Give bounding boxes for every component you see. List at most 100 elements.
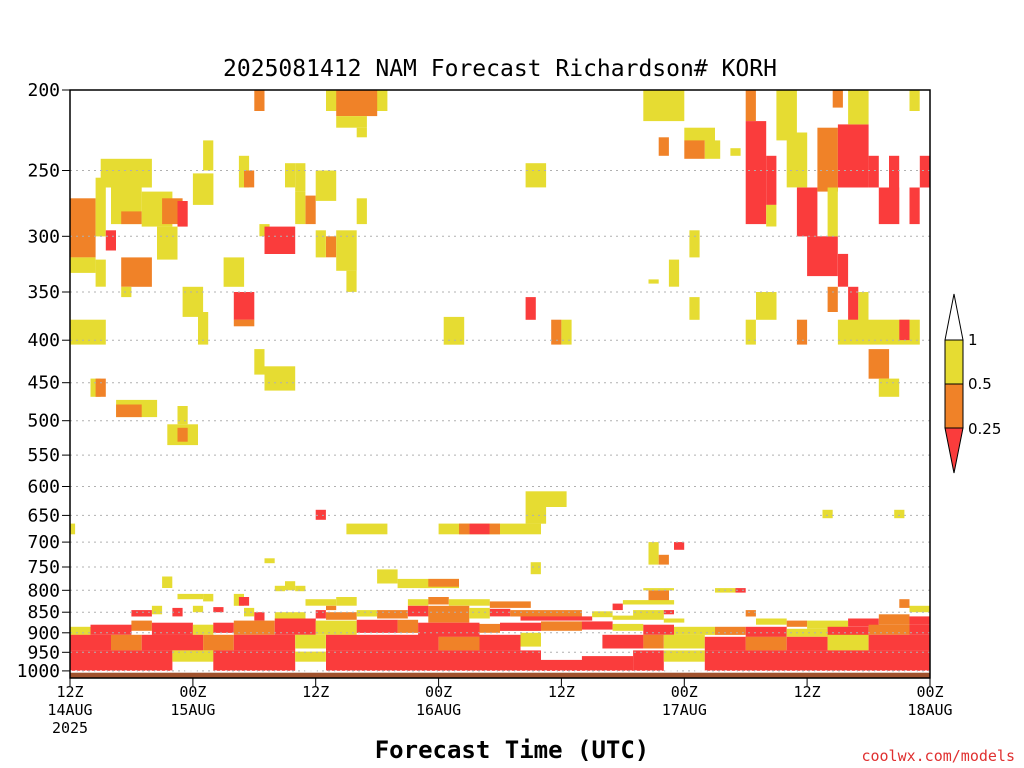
y-tick-label: 600 <box>27 477 60 498</box>
y-tick-label: 650 <box>27 505 60 526</box>
heatmap-cell <box>520 616 593 621</box>
heatmap-cell <box>326 236 337 258</box>
heatmap-cell <box>919 155 930 188</box>
heatmap-cell <box>264 558 275 564</box>
heatmap-cell <box>238 597 250 606</box>
heatmap-cell <box>561 319 572 345</box>
heatmap-cell <box>428 597 449 605</box>
heatmap-cell <box>909 616 930 625</box>
heatmap-cell <box>894 509 905 519</box>
heatmap-cell <box>469 607 490 619</box>
heatmap-cell <box>111 634 142 651</box>
heatmap-cell <box>786 620 808 627</box>
heatmap-cell <box>356 619 398 633</box>
heatmap-cell <box>70 319 106 345</box>
heatmap-cell <box>418 622 480 637</box>
heatmap-cell <box>668 259 680 287</box>
heatmap-cell <box>489 523 500 535</box>
heatmap-cell <box>622 600 675 605</box>
y-tick-label: 1000 <box>17 661 60 682</box>
heatmap-cell <box>899 599 910 608</box>
heatmap-cell <box>274 612 306 621</box>
y-axis: 200 250 300 350 400 450 500 550 600 650 700 7508008… <box>17 80 70 682</box>
heatmap-cell <box>643 634 664 649</box>
x-tick-label: 00Z <box>916 683 943 701</box>
heatmap-cell <box>264 226 296 254</box>
heatmap-cell <box>203 634 234 651</box>
heatmap-cell <box>648 542 659 565</box>
heatmap-cell <box>878 378 889 397</box>
heatmap-cell <box>909 605 930 613</box>
heatmap-cell <box>70 634 111 651</box>
heatmap-cell <box>448 599 490 606</box>
heatmap-cell <box>796 187 818 237</box>
heatmap-cell <box>95 177 106 237</box>
heatmap-cell <box>525 297 536 320</box>
heatmap-cell <box>336 90 378 117</box>
heatmap-cell <box>131 610 152 617</box>
heatmap-cell <box>192 173 214 205</box>
heatmap-cell <box>233 292 255 320</box>
heatmap-cell <box>745 626 787 637</box>
heatmap-cell <box>346 270 357 292</box>
y-tick-label: 550 <box>27 445 60 466</box>
heatmap-cell <box>121 286 132 298</box>
heatmap-cell <box>157 226 178 260</box>
heatmap-cell <box>346 523 388 535</box>
heatmap-cell <box>868 349 890 379</box>
heatmap-cell <box>70 523 76 535</box>
heatmap-cell <box>807 620 849 629</box>
heatmap-cell <box>889 378 900 397</box>
heatmap-cell <box>878 187 900 225</box>
heatmap-cell <box>858 292 869 341</box>
heatmap-cell <box>541 659 582 671</box>
heatmap-cell <box>233 319 255 327</box>
x-tick-label: 15AUG <box>170 701 215 719</box>
x-tick-label: 16AUG <box>416 701 461 719</box>
heatmap-cell <box>295 651 326 662</box>
heatmap-cell <box>520 523 541 535</box>
heatmap-cell <box>581 621 613 630</box>
heatmap-cell <box>704 140 721 159</box>
x-tick-label: 12Z <box>302 683 329 701</box>
heatmap-cell <box>648 590 669 602</box>
ground-below-surface <box>70 672 930 678</box>
colorbar-legend: 1 0.5 0.25 <box>944 293 1001 474</box>
heatmap-cell <box>832 90 843 108</box>
x-tick-label: 17AUG <box>662 701 707 719</box>
heatmap-cell <box>177 427 188 442</box>
heatmap-cell <box>70 257 96 273</box>
heatmap-cell <box>315 170 337 201</box>
heatmap-cell <box>756 292 777 320</box>
heatmap-cell <box>868 634 930 651</box>
heatmap-cell <box>643 624 674 635</box>
heatmap-cell <box>663 650 705 662</box>
heatmap-cell <box>285 581 296 591</box>
legend-bin-high <box>944 339 964 385</box>
heatmap-cell <box>336 116 367 128</box>
heatmap-cell <box>848 618 879 627</box>
heatmap-cell <box>326 634 439 651</box>
heatmap-cell <box>837 253 849 287</box>
heatmap-cell <box>602 634 644 649</box>
y-tick-label: 850 <box>27 602 60 623</box>
heatmap-cell <box>295 163 306 192</box>
plot-frame <box>69 89 931 679</box>
heatmap-cell <box>689 297 700 320</box>
heatmap-cell <box>70 198 96 258</box>
heatmap-cell <box>684 140 705 159</box>
y-tick-label: 300 <box>27 226 60 247</box>
heatmap-cell <box>295 191 306 225</box>
heatmap-cell <box>356 198 367 225</box>
heatmap-cell <box>658 554 669 565</box>
heatmap-cell <box>407 599 429 606</box>
heatmap-cell <box>151 622 193 635</box>
heatmap-cell <box>254 612 265 621</box>
heatmap-cell <box>786 628 828 637</box>
heatmap-cell <box>530 562 541 575</box>
heatmap-cell <box>674 542 685 550</box>
heatmap-cell <box>868 155 879 188</box>
heatmap-cell <box>254 90 265 111</box>
heatmap-cell <box>233 634 296 651</box>
